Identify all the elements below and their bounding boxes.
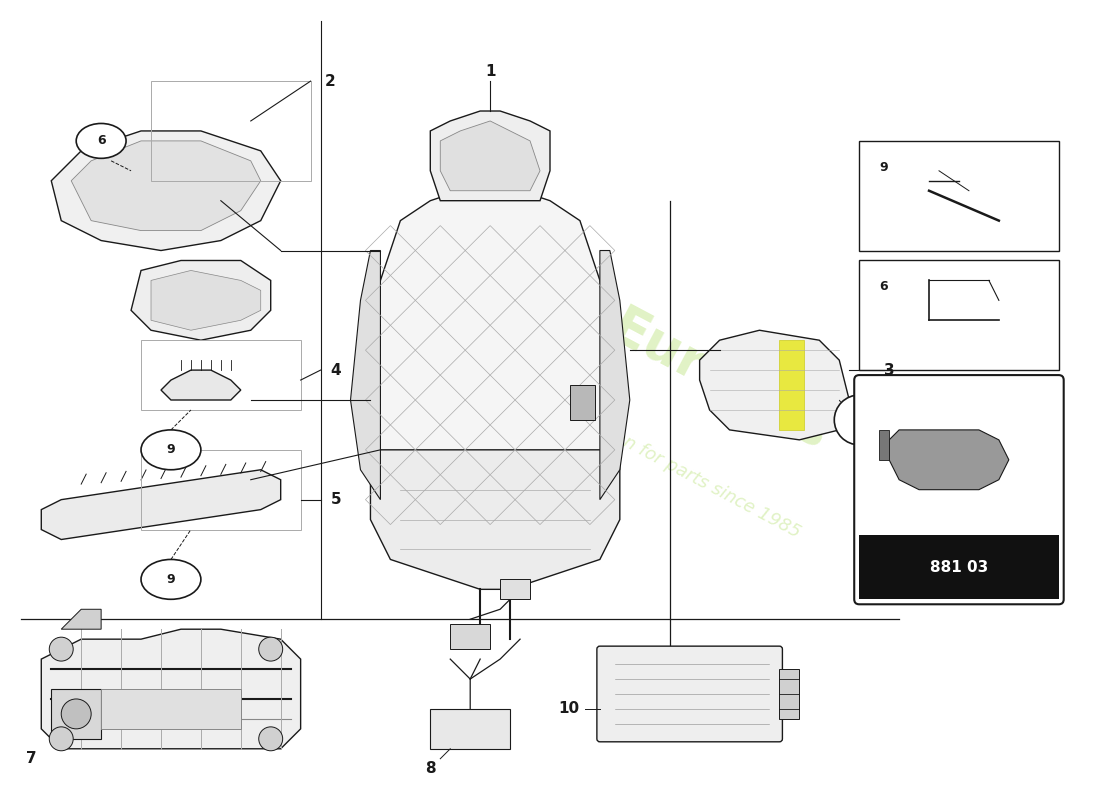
Circle shape [62, 699, 91, 729]
Text: Europes: Europes [602, 301, 838, 459]
Ellipse shape [141, 559, 201, 599]
Bar [570, 385, 595, 420]
Circle shape [50, 637, 74, 661]
Polygon shape [131, 261, 271, 340]
Text: 5: 5 [331, 492, 341, 507]
Text: 6: 6 [97, 134, 106, 147]
Text: 4: 4 [331, 362, 341, 378]
Text: 8: 8 [425, 762, 436, 776]
Text: 6: 6 [879, 281, 888, 294]
Text: 6: 6 [855, 414, 864, 426]
Ellipse shape [76, 123, 126, 158]
Polygon shape [430, 111, 550, 201]
Polygon shape [42, 470, 280, 539]
FancyBboxPatch shape [597, 646, 782, 742]
Circle shape [50, 727, 74, 750]
Text: 10: 10 [559, 702, 580, 717]
Polygon shape [161, 370, 241, 400]
Bar [430, 709, 510, 749]
Ellipse shape [141, 430, 201, 470]
Bar [780, 669, 800, 719]
FancyBboxPatch shape [859, 261, 1058, 370]
Bar [859, 534, 1058, 599]
Polygon shape [62, 610, 101, 630]
Polygon shape [72, 141, 261, 230]
Text: a passion for parts since 1985: a passion for parts since 1985 [556, 398, 804, 542]
FancyBboxPatch shape [859, 141, 1058, 250]
Text: 9: 9 [166, 443, 175, 456]
Circle shape [258, 727, 283, 750]
Text: 1: 1 [485, 64, 495, 78]
Text: 2: 2 [326, 74, 336, 89]
Polygon shape [440, 121, 540, 190]
Text: 3: 3 [883, 362, 894, 378]
Bar [101, 689, 241, 729]
Bar [52, 689, 101, 739]
Text: 881 03: 881 03 [930, 560, 988, 575]
FancyBboxPatch shape [855, 375, 1064, 604]
Polygon shape [371, 190, 609, 579]
Bar [450, 624, 491, 649]
Circle shape [258, 637, 283, 661]
Polygon shape [889, 430, 1009, 490]
Circle shape [834, 395, 884, 445]
Text: 9: 9 [166, 573, 175, 586]
Bar [780, 340, 804, 430]
Polygon shape [371, 450, 619, 590]
Polygon shape [351, 250, 381, 500]
Polygon shape [42, 630, 300, 749]
Polygon shape [52, 131, 280, 250]
Polygon shape [151, 270, 261, 330]
Text: 7: 7 [26, 751, 36, 766]
Text: 9: 9 [879, 161, 888, 174]
Polygon shape [700, 330, 849, 440]
Bar [500, 579, 530, 599]
Polygon shape [600, 250, 630, 500]
Polygon shape [879, 430, 889, 460]
